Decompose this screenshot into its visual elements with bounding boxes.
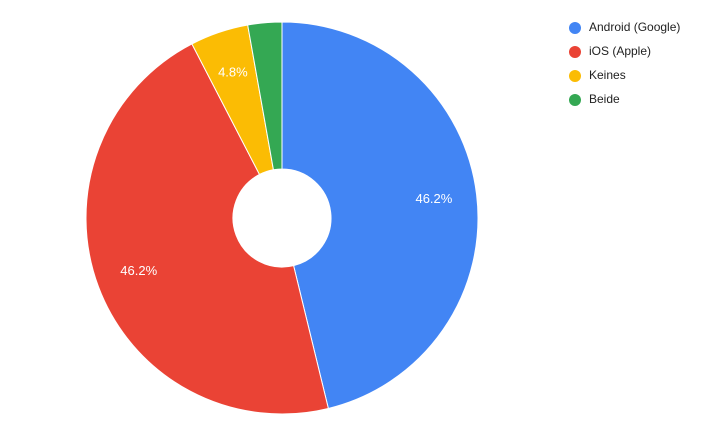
legend-label: Android (Google) [589,20,680,34]
legend-label: Beide [589,92,620,106]
legend-marker [569,22,581,34]
slice-label: 4.8% [218,65,248,80]
slice [85,43,329,415]
slice-label: 46.2% [415,191,452,206]
slice [281,21,479,410]
legend-label: Keines [589,68,626,82]
legend-marker [569,46,581,58]
slice [247,21,283,171]
legend-marker [569,94,581,106]
legend-marker [569,70,581,82]
legend-label: iOS (Apple) [589,44,651,58]
slice-label: 46.2% [120,263,157,278]
